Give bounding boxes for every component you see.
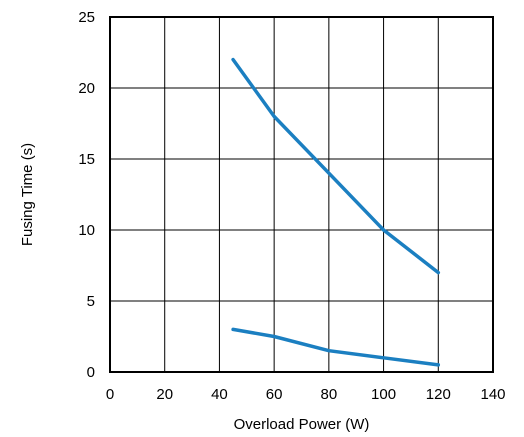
x-tick-label: 100 (371, 386, 396, 403)
y-tick-label: 0 (87, 364, 95, 381)
x-tick-label: 140 (480, 386, 505, 403)
y-tick-label: 20 (78, 80, 95, 97)
y-axis: 0 5 10 15 20 25 (78, 9, 95, 381)
x-axis-title: Overload Power (W) (234, 416, 370, 433)
x-tick-label: 60 (266, 386, 283, 403)
y-tick-label: 15 (78, 151, 95, 168)
y-tick-label: 10 (78, 222, 95, 239)
series-line-2 (231, 327, 441, 367)
series-line-1 (231, 57, 441, 275)
y-tick-label: 25 (78, 9, 95, 26)
x-tick-label: 20 (156, 386, 173, 403)
x-tick-label: 80 (321, 386, 338, 403)
plot-frame (109, 16, 494, 373)
x-tick-label: 0 (106, 386, 114, 403)
series-group (231, 57, 441, 367)
grid (110, 17, 493, 372)
y-tick-label: 5 (87, 293, 95, 310)
x-axis: 0 20 40 60 80 100 120 140 (106, 386, 506, 403)
x-tick-label: 40 (211, 386, 228, 403)
y-axis-title: Fusing Time (s) (19, 143, 36, 246)
x-tick-label: 120 (426, 386, 451, 403)
